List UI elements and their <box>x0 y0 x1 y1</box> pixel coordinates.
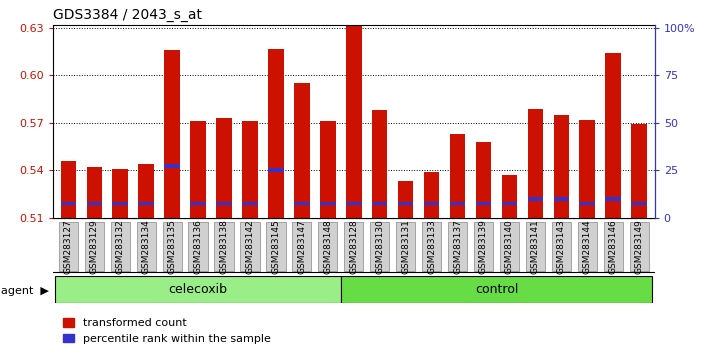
Bar <box>268 168 284 172</box>
Bar <box>320 201 336 205</box>
Bar <box>113 169 128 218</box>
Bar <box>398 181 413 218</box>
Bar <box>320 121 336 218</box>
Text: GSM283141: GSM283141 <box>531 219 540 274</box>
FancyBboxPatch shape <box>292 222 311 272</box>
Text: GSM283146: GSM283146 <box>609 219 617 274</box>
FancyBboxPatch shape <box>84 222 104 272</box>
FancyBboxPatch shape <box>422 222 441 272</box>
Bar <box>341 276 652 303</box>
Text: GSM283137: GSM283137 <box>453 219 462 274</box>
Bar <box>372 110 387 218</box>
Text: GSM283130: GSM283130 <box>375 219 384 274</box>
Text: GSM283134: GSM283134 <box>142 219 151 274</box>
FancyBboxPatch shape <box>603 222 623 272</box>
Bar <box>242 201 258 205</box>
Text: GSM283133: GSM283133 <box>427 219 436 274</box>
Bar <box>242 121 258 218</box>
Bar <box>631 201 647 205</box>
Bar <box>294 201 310 205</box>
Bar <box>605 53 621 218</box>
Bar <box>553 197 569 201</box>
FancyBboxPatch shape <box>448 222 467 272</box>
Text: GSM283131: GSM283131 <box>401 219 410 274</box>
FancyBboxPatch shape <box>629 222 649 272</box>
Text: GSM283132: GSM283132 <box>115 219 125 274</box>
Bar <box>579 120 595 218</box>
Text: GSM283143: GSM283143 <box>557 219 566 274</box>
FancyBboxPatch shape <box>266 222 286 272</box>
Bar <box>372 201 387 205</box>
Bar <box>527 109 543 218</box>
Text: GSM283127: GSM283127 <box>64 219 73 274</box>
FancyBboxPatch shape <box>474 222 493 272</box>
Bar <box>139 164 154 218</box>
Bar <box>398 201 413 205</box>
FancyBboxPatch shape <box>137 222 156 272</box>
Bar <box>61 201 76 205</box>
Bar <box>631 124 647 218</box>
Bar <box>164 50 180 218</box>
Text: GSM283140: GSM283140 <box>505 219 514 274</box>
FancyBboxPatch shape <box>163 222 182 272</box>
Legend: transformed count, percentile rank within the sample: transformed count, percentile rank withi… <box>58 314 275 348</box>
Bar <box>527 197 543 201</box>
Text: control: control <box>474 283 518 296</box>
Text: GSM283136: GSM283136 <box>194 219 203 274</box>
FancyBboxPatch shape <box>396 222 415 272</box>
Bar <box>450 201 465 205</box>
FancyBboxPatch shape <box>370 222 389 272</box>
FancyBboxPatch shape <box>111 222 130 272</box>
FancyBboxPatch shape <box>58 222 78 272</box>
Text: GSM283128: GSM283128 <box>349 219 358 274</box>
Bar <box>87 201 102 205</box>
FancyBboxPatch shape <box>215 222 234 272</box>
Bar <box>579 201 595 205</box>
Text: GSM283142: GSM283142 <box>246 219 254 274</box>
Bar <box>553 115 569 218</box>
FancyBboxPatch shape <box>578 222 597 272</box>
Text: GSM283147: GSM283147 <box>297 219 306 274</box>
Bar <box>113 201 128 205</box>
Text: celecoxib: celecoxib <box>168 283 227 296</box>
Text: agent  ▶: agent ▶ <box>1 286 49 296</box>
Bar <box>424 172 439 218</box>
Bar <box>190 121 206 218</box>
Bar <box>190 201 206 205</box>
Bar <box>476 201 491 205</box>
Bar <box>87 167 102 218</box>
Bar <box>61 161 76 218</box>
Bar <box>605 197 621 201</box>
Bar <box>216 201 232 205</box>
Bar <box>268 48 284 218</box>
FancyBboxPatch shape <box>526 222 545 272</box>
Text: GSM283139: GSM283139 <box>479 219 488 274</box>
Text: GSM283145: GSM283145 <box>272 219 280 274</box>
Bar <box>346 25 362 218</box>
Text: GSM283135: GSM283135 <box>168 219 177 274</box>
Bar <box>139 201 154 205</box>
FancyBboxPatch shape <box>552 222 571 272</box>
Bar <box>346 201 362 205</box>
Bar <box>294 83 310 218</box>
Bar <box>164 164 180 167</box>
Bar <box>56 276 341 303</box>
FancyBboxPatch shape <box>344 222 363 272</box>
Bar <box>502 201 517 205</box>
Bar <box>450 134 465 218</box>
Text: GSM283129: GSM283129 <box>90 219 99 274</box>
Bar <box>424 201 439 205</box>
Bar <box>502 175 517 218</box>
Text: GSM283149: GSM283149 <box>634 219 643 274</box>
Text: GDS3384 / 2043_s_at: GDS3384 / 2043_s_at <box>53 8 202 22</box>
Text: GSM283138: GSM283138 <box>220 219 229 274</box>
Text: GSM283148: GSM283148 <box>323 219 332 274</box>
Bar <box>476 142 491 218</box>
FancyBboxPatch shape <box>189 222 208 272</box>
Bar <box>216 118 232 218</box>
FancyBboxPatch shape <box>240 222 260 272</box>
FancyBboxPatch shape <box>318 222 337 272</box>
FancyBboxPatch shape <box>500 222 519 272</box>
Text: GSM283144: GSM283144 <box>583 219 592 274</box>
